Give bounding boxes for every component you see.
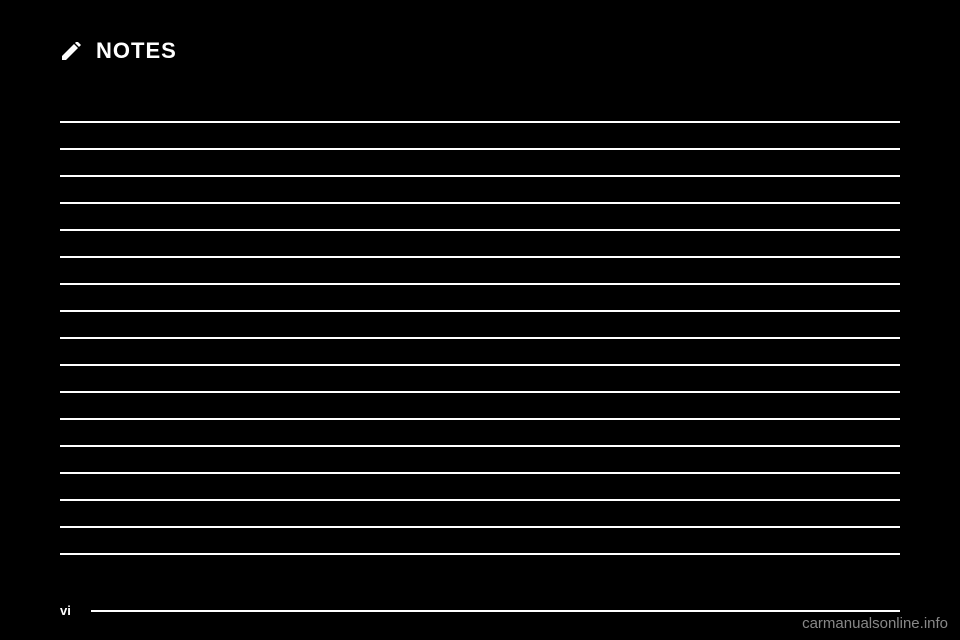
note-line <box>60 393 900 420</box>
page-container: NOTES vi <box>0 0 960 640</box>
note-line <box>60 96 900 123</box>
header: NOTES <box>60 38 900 64</box>
note-line <box>60 204 900 231</box>
page-number: vi <box>60 603 71 618</box>
watermark: carmanualsonline.info <box>802 615 948 632</box>
note-line <box>60 501 900 528</box>
pencil-icon <box>60 42 84 60</box>
note-line <box>60 285 900 312</box>
note-line <box>60 528 900 555</box>
footer-line <box>91 610 900 612</box>
note-line <box>60 258 900 285</box>
note-line <box>60 474 900 501</box>
note-line <box>60 366 900 393</box>
footer: vi <box>60 603 900 618</box>
note-line <box>60 447 900 474</box>
note-line <box>60 177 900 204</box>
note-line <box>60 150 900 177</box>
note-line <box>60 231 900 258</box>
page-title: NOTES <box>96 38 177 64</box>
note-line <box>60 312 900 339</box>
note-line <box>60 123 900 150</box>
note-line <box>60 420 900 447</box>
note-lines-container <box>60 96 900 555</box>
note-line <box>60 339 900 366</box>
